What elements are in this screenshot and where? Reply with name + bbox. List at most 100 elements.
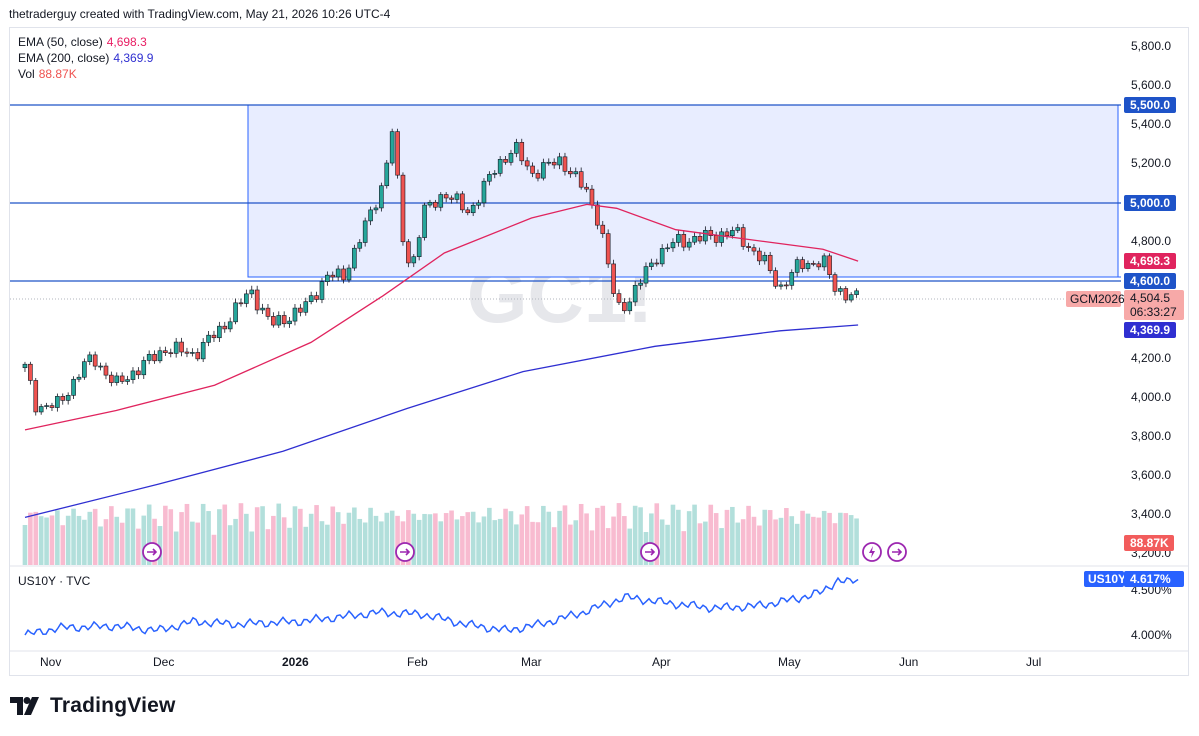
candle [843,286,849,304]
volume-bar [141,515,147,565]
lightning-event-icon[interactable] [862,542,882,562]
volume-bar [168,509,174,565]
candle [778,281,784,290]
candle [384,160,390,189]
volume-bar [465,512,471,565]
range-box[interactable] [247,104,1119,278]
candle [92,351,98,371]
volume-bar [357,518,363,565]
candle-body [481,180,487,204]
candle [735,223,741,234]
volume-bar [271,515,276,565]
volume-bar [184,503,190,565]
candle-body [173,341,179,354]
candle [551,158,557,169]
candle-body [476,202,481,206]
volume-bar [395,515,400,565]
candle-body [724,231,730,237]
volume-bar [600,505,606,565]
volume-bars [22,503,859,565]
candle-body [848,294,854,301]
volume-bar [541,505,546,565]
volume-bar [379,521,384,565]
legend-volume[interactable]: Vol 88.87K [18,67,77,81]
candle-body [362,220,368,243]
candle [146,350,152,365]
candle-body [503,159,508,163]
volume-bar [632,505,638,565]
volume-bar [303,526,309,565]
candle-body [578,171,584,188]
volume-bar [578,503,584,565]
candle [854,288,859,298]
legend-ema50[interactable]: EMA (50, close) 4,698.3 [18,35,147,49]
volume-bar [373,515,379,565]
candle [422,202,427,241]
candle-body [811,263,816,265]
candle-body [389,131,395,164]
candle-body [719,231,724,243]
volume-bar [292,506,298,565]
candle-body [821,255,827,268]
level-label-bg [1124,273,1176,289]
candle [325,271,330,286]
candle-body [352,247,357,269]
candle [163,346,168,356]
candle-body [638,282,643,286]
candle-body [71,378,76,396]
candle [838,286,843,296]
legend-ema200-value: 4,369.9 [113,51,154,65]
legend-ema200[interactable]: EMA (200, close) 4,369.9 [18,51,153,65]
candle-body [422,204,427,238]
volume-bar [298,508,303,565]
volume-bar [757,525,762,565]
candle-body [65,395,71,401]
candle-body [794,259,800,273]
candle-body [838,288,843,292]
candle [751,244,757,256]
volume-bar [38,516,44,565]
volume-bar [82,519,87,565]
last-price-label-bg [1124,290,1184,320]
dividend-event-icon[interactable] [395,542,415,562]
volume-bar [22,525,28,565]
candle [519,138,525,166]
tradingview-logo[interactable]: TradingView [10,694,176,718]
candle [762,251,768,265]
candle [557,152,562,170]
dividend-event-icon[interactable] [640,542,660,562]
candle-body [535,172,541,179]
volume-bar [152,518,157,565]
candle [719,227,724,247]
candle-body [292,307,298,322]
volume-bar [470,511,476,565]
candle [816,261,822,271]
volume-bar [481,516,487,565]
dividend-event-icon[interactable] [142,542,162,562]
event-markers[interactable] [142,542,907,562]
candle-body [130,370,136,380]
volume-bar [676,509,681,565]
price-tick: 3,400.0 [1131,507,1171,521]
candle [330,271,336,282]
candle [784,281,789,290]
volume-bar [352,507,357,565]
candle [265,303,271,320]
time-label: Apr [652,655,671,669]
candle [76,374,82,383]
candle-body [400,174,406,243]
volume-bar [703,521,708,565]
candle [562,152,568,176]
candle [141,356,147,379]
volume-bar [249,531,255,565]
candle [55,393,60,412]
volume-bar [730,506,735,565]
volume-bar [60,525,66,565]
candle-body [757,250,762,262]
volume-bar [362,522,368,565]
candles [22,128,859,416]
candle-body [854,290,859,295]
candle [535,169,541,182]
dividend-event-icon[interactable] [887,542,907,562]
